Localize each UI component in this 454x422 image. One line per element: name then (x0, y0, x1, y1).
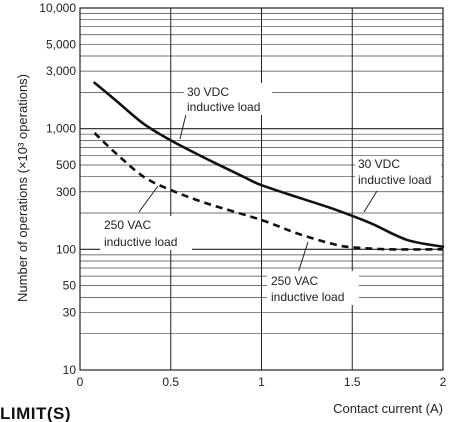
y-tick-labels: 10,000 5,000 3,000 1,000 500 300 100 50 30 10 (39, 1, 76, 377)
grid-major (80, 8, 443, 370)
y-tick-label: 100 (56, 242, 76, 256)
x-tick-label: 0 (77, 375, 84, 389)
annotation-250vac-left-line1: 250 VAC (104, 218, 151, 232)
leader-30vdc-right (363, 190, 378, 213)
y-axis-title: Number of operations (×10³ operations) (15, 74, 30, 302)
x-tick-label: 1 (258, 375, 265, 389)
annotation-30vdc-right-line1: 30 VDC (358, 157, 400, 171)
y-tick-label: 30 (63, 305, 77, 319)
x-tick-label: 0.5 (162, 375, 179, 389)
y-tick-label: 1,000 (46, 122, 76, 136)
y-tick-label: 10 (63, 363, 77, 377)
annotation-250vac-left-line2: inductive load (104, 235, 177, 249)
series-30vdc-line (93, 81, 445, 249)
annotation-250vac-lower-line2: inductive load (271, 290, 344, 304)
y-tick-label: 5,000 (46, 37, 76, 51)
annotation-30vdc-upper: 30 VDC inductive load (184, 83, 272, 115)
x-tick-label: 1.5 (344, 375, 361, 389)
leader-250vac-lower (297, 241, 309, 274)
y-tick-label: 500 (56, 158, 76, 172)
y-tick-label: 50 (63, 279, 77, 293)
annotation-30vdc-upper-line1: 30 VDC (187, 85, 229, 99)
y-tick-label: 3,000 (46, 64, 76, 78)
annotation-250vac-lower: 250 VAC inductive load (267, 271, 359, 305)
x-axis-title: Contact current (A) (333, 401, 443, 416)
annotation-250vac-left: 250 VAC inductive load (100, 216, 192, 250)
annotation-250vac-lower-line1: 250 VAC (271, 274, 318, 288)
y-tick-label: 10,000 (39, 1, 76, 15)
annotation-30vdc-right-line2: inductive load (358, 173, 431, 187)
annotation-30vdc-upper-line2: inductive load (187, 100, 260, 114)
plot-frame (79, 7, 444, 371)
x-tick-label: 2 (440, 375, 447, 389)
y-tick-label: 300 (56, 185, 76, 199)
cut-off-section-heading: LIMIT(S) (0, 404, 72, 422)
leader-250vac-left (138, 185, 159, 213)
annotation-30vdc-right: 30 VDC inductive load (355, 156, 441, 188)
x-tick-labels: 0 0.5 1 1.5 2 (77, 375, 447, 389)
